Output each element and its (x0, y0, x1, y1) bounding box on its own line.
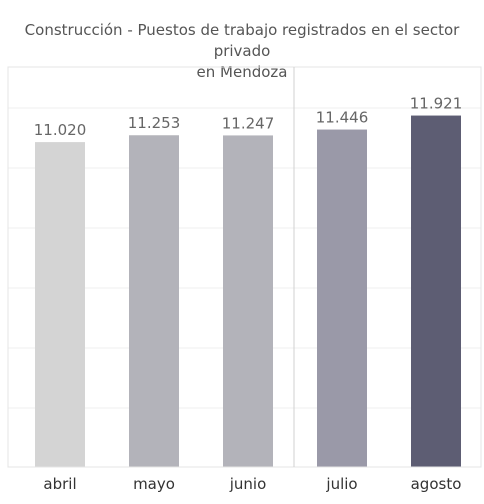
value-label-mayo: 11.253 (128, 114, 181, 132)
value-labels: 11.020 11.253 11.247 11.446 11.921 (34, 95, 463, 140)
category-label-junio: junio (229, 475, 267, 493)
bar-julio (317, 129, 367, 467)
bars (35, 115, 461, 468)
value-label-junio: 11.247 (222, 114, 275, 132)
bar-abril (35, 142, 85, 467)
plot-border (7, 66, 482, 468)
plot-frame (7, 66, 482, 468)
value-label-abril: 11.020 (34, 121, 87, 139)
bar-junio (223, 135, 273, 467)
category-label-abril: abril (43, 475, 76, 493)
category-labels: abril mayo junio julio agosto (43, 475, 461, 493)
value-label-julio: 11.446 (316, 109, 369, 127)
bar-mayo (129, 135, 179, 468)
category-label-mayo: mayo (133, 475, 175, 493)
category-label-julio: julio (325, 475, 357, 493)
value-label-agosto: 11.921 (410, 95, 463, 113)
category-label-agosto: agosto (411, 475, 462, 493)
chart-title-line-1: Construcción - Puestos de trabajo regist… (24, 21, 460, 60)
bar-agosto (411, 115, 461, 467)
